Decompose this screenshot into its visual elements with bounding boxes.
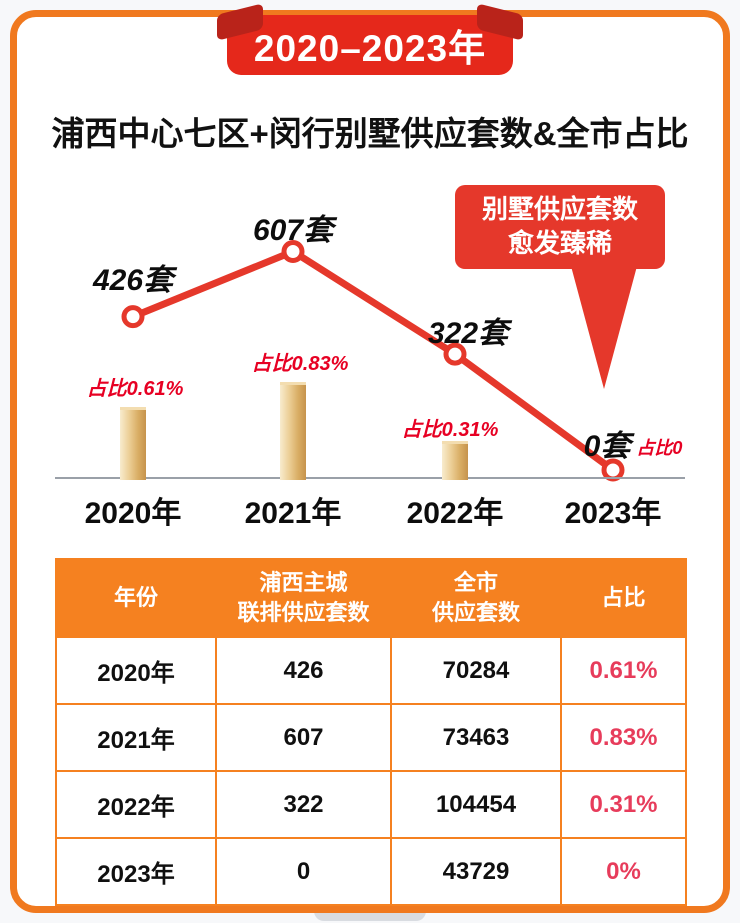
table-row: 2020年 426 70284 0.61%: [55, 636, 687, 705]
cell-city: 73463: [390, 703, 562, 772]
cell-pct: 0.61%: [560, 636, 687, 705]
point-label-2020: 426套: [92, 264, 174, 297]
header-supply: 浦西主城 联排供应套数: [215, 558, 392, 638]
cell-city: 70284: [390, 636, 562, 705]
year-range-label: 2020–2023年: [253, 28, 487, 69]
cell-city: 104454: [390, 770, 562, 839]
point-label-2023-group: 0套 占比0: [533, 421, 733, 465]
axis-label-2021: 2021年: [244, 497, 342, 530]
x-axis-line: [55, 477, 685, 479]
scarcity-callout: 别墅供应套数 愈发臻稀: [455, 185, 665, 269]
axis-label-2022: 2022年: [406, 497, 504, 530]
cell-supply: 0: [215, 837, 392, 906]
pct-label-2023: 占比0: [636, 438, 683, 458]
year-range-banner: 2020–2023年: [227, 15, 513, 75]
cell-pct: 0.83%: [560, 703, 687, 772]
supply-data-table: 年份 浦西主城 联排供应套数 全市 供应套数 占比 2020年 426 7028…: [55, 558, 687, 906]
header-city: 全市 供应套数: [390, 558, 562, 638]
callout-line1: 别墅供应套数: [481, 194, 638, 225]
infographic-card: 2020–2023年 浦西中心七区+闵行别墅供应套数&全市占比 426套 607…: [10, 10, 730, 913]
pct-label-2021: 占比0.83%: [251, 353, 349, 375]
cell-city: 43729: [390, 837, 562, 906]
cell-year: 2022年: [55, 770, 217, 839]
line-chart: 426套 607套 322套 0套 占比0 占比0.61% 占比0.83% 占比…: [17, 172, 723, 537]
cell-supply: 322: [215, 770, 392, 839]
cell-supply: 426: [215, 636, 392, 705]
point-label-2022: 322套: [427, 317, 509, 350]
page-title: 浦西中心七区+闵行别墅供应套数&全市占比: [51, 115, 689, 152]
cell-year: 2020年: [55, 636, 217, 705]
axis-label-2023: 2023年: [564, 497, 662, 530]
callout-line2: 愈发臻稀: [507, 228, 612, 258]
axis-label-2020: 2020年: [84, 497, 182, 530]
header-pct: 占比: [560, 558, 687, 638]
point-label-2023: 0套: [583, 430, 631, 463]
cell-supply: 607: [215, 703, 392, 772]
pct-label-2020: 占比0.61%: [86, 378, 184, 400]
point-label-2021: 607套: [252, 214, 334, 247]
table-header-row: 年份 浦西主城 联排供应套数 全市 供应套数 占比: [55, 558, 687, 638]
ratio-bar: [120, 407, 146, 480]
table-row: 2023年 0 43729 0%: [55, 837, 687, 906]
ratio-bar: [280, 382, 306, 480]
cell-pct: 0%: [560, 837, 687, 906]
cell-year: 2023年: [55, 837, 217, 906]
header-year: 年份: [55, 558, 217, 638]
cell-pct: 0.31%: [560, 770, 687, 839]
cell-year: 2021年: [55, 703, 217, 772]
table-row: 2021年 607 73463 0.83%: [55, 703, 687, 772]
pct-label-2022: 占比0.31%: [401, 419, 499, 441]
table-row: 2022年 322 104454 0.31%: [55, 770, 687, 839]
ratio-bar: [442, 441, 468, 480]
trend-line-chart: [121, 239, 625, 482]
